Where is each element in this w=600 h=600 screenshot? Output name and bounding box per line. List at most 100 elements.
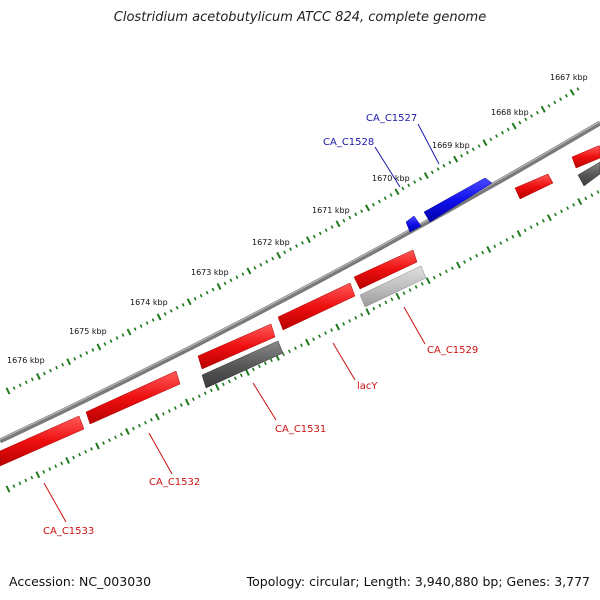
scale-tick (287, 349, 291, 354)
gene-label-ca-c1532[interactable]: CA_C1532 (149, 477, 200, 488)
scale-tick (137, 423, 141, 428)
scale-tick (469, 257, 473, 261)
scale-tick (383, 196, 387, 200)
scale-tick (535, 222, 539, 226)
scale-tick (167, 409, 171, 413)
scale-tick (475, 253, 479, 258)
scale-tick (18, 481, 22, 486)
leader-line-ca-c1531 (252, 382, 277, 421)
scale-tick (156, 313, 162, 321)
scale-label: 1675 kbp (69, 327, 107, 336)
scale-tick (131, 426, 135, 431)
scale-tick (511, 234, 515, 239)
scale-tick (163, 312, 167, 316)
scale-tick (547, 104, 551, 108)
scale-tick (559, 97, 563, 101)
scale-tick (499, 241, 503, 245)
scale-tick (227, 379, 231, 384)
scale-tick (518, 120, 522, 125)
scale-tick (289, 247, 293, 251)
scale-tick (121, 333, 125, 337)
scale-tick (365, 308, 371, 316)
gene-arrow-upper-right-2[interactable] (514, 173, 554, 200)
scale-tick (30, 475, 34, 480)
scale-tick (36, 372, 41, 380)
scale-tick (354, 212, 358, 217)
scale-tick (115, 336, 119, 340)
scale-tick (423, 172, 429, 179)
scale-tick (42, 371, 46, 376)
scale-tick (436, 167, 440, 171)
scale-tick (72, 455, 76, 460)
scale-tick (281, 352, 285, 357)
scale-tick (184, 398, 190, 406)
scale-tick (30, 377, 34, 382)
scale-tick (133, 327, 137, 331)
scale-tick (173, 406, 177, 410)
scale-tick (49, 368, 52, 373)
scale-tick (203, 391, 207, 396)
gene-label-ca-c1527[interactable]: CA_C1527 (366, 113, 417, 124)
scale-tick (96, 343, 102, 351)
scale-tick (54, 464, 58, 468)
scale-tick (371, 202, 375, 207)
scale-tick (430, 170, 434, 175)
scale-tick (463, 260, 466, 264)
leader-line-ca-c1533 (43, 482, 67, 523)
gene-arrow-ca-c1527[interactable] (423, 177, 493, 223)
gene-arrow-ca-c1531[interactable] (197, 323, 276, 370)
gene-label-ca-c1533[interactable]: CA_C1533 (43, 526, 94, 537)
scale-tick (24, 478, 28, 483)
scale-tick (73, 357, 77, 361)
scale-tick (438, 272, 442, 277)
scale-tick (596, 190, 600, 194)
leader-line-ca-c1529 (403, 306, 426, 345)
scale-tick (259, 263, 263, 267)
gene-arrow-lacy[interactable] (277, 282, 356, 331)
scale-tick (486, 245, 492, 253)
scale-label: 1676 kbp (7, 356, 45, 365)
gene-arrow-ca-c1529[interactable] (353, 249, 418, 290)
scale-tick (276, 251, 282, 259)
scale-tick (312, 337, 316, 341)
gene-label-ca-c1528[interactable]: CA_C1528 (323, 137, 374, 148)
scale-tick (12, 484, 16, 488)
scale-tick (377, 199, 381, 204)
scale-tick (471, 147, 475, 152)
scale-tick (233, 376, 237, 381)
scale-label: 1671 kbp (312, 206, 350, 215)
gene-label-lacy[interactable]: lacY (357, 381, 378, 392)
gene-label-ca-c1529[interactable]: CA_C1529 (427, 345, 478, 356)
scale-tick (12, 386, 16, 390)
scale-tick (199, 293, 203, 298)
scale-tick (216, 282, 222, 290)
scale-tick (365, 204, 371, 212)
scale-tick (506, 127, 510, 132)
gene-arrow-grey-light[interactable] (359, 265, 427, 308)
scale-tick (271, 256, 275, 261)
gene-arrow-ca-c1528[interactable] (405, 215, 422, 233)
gene-arrow-grey-right[interactable] (577, 161, 600, 187)
scale-tick (35, 471, 41, 479)
scale-tick (305, 236, 311, 244)
gene-arrow-grey-dark[interactable] (201, 340, 284, 389)
scale-tick (214, 383, 220, 391)
scale-tick (269, 358, 273, 363)
scale-tick (553, 212, 557, 217)
gene-arrow-upper-right-1[interactable] (571, 145, 600, 169)
scale-tick (330, 225, 334, 229)
scale-label: 1674 kbp (130, 298, 168, 307)
scale-tick (516, 230, 522, 238)
scale-tick (348, 319, 352, 323)
scale-tick (560, 209, 564, 214)
scale-tick (85, 351, 89, 355)
scale-tick (348, 215, 352, 220)
gene-arrow-ca-c1532[interactable] (85, 370, 181, 425)
gene-arrow-ca-c1533[interactable] (0, 415, 85, 467)
scale-tick (564, 94, 568, 98)
gene-label-ca-c1531[interactable]: CA_C1531 (275, 424, 326, 435)
scale-tick (175, 306, 179, 310)
scale-tick (524, 117, 528, 122)
scale-tick (335, 323, 341, 331)
